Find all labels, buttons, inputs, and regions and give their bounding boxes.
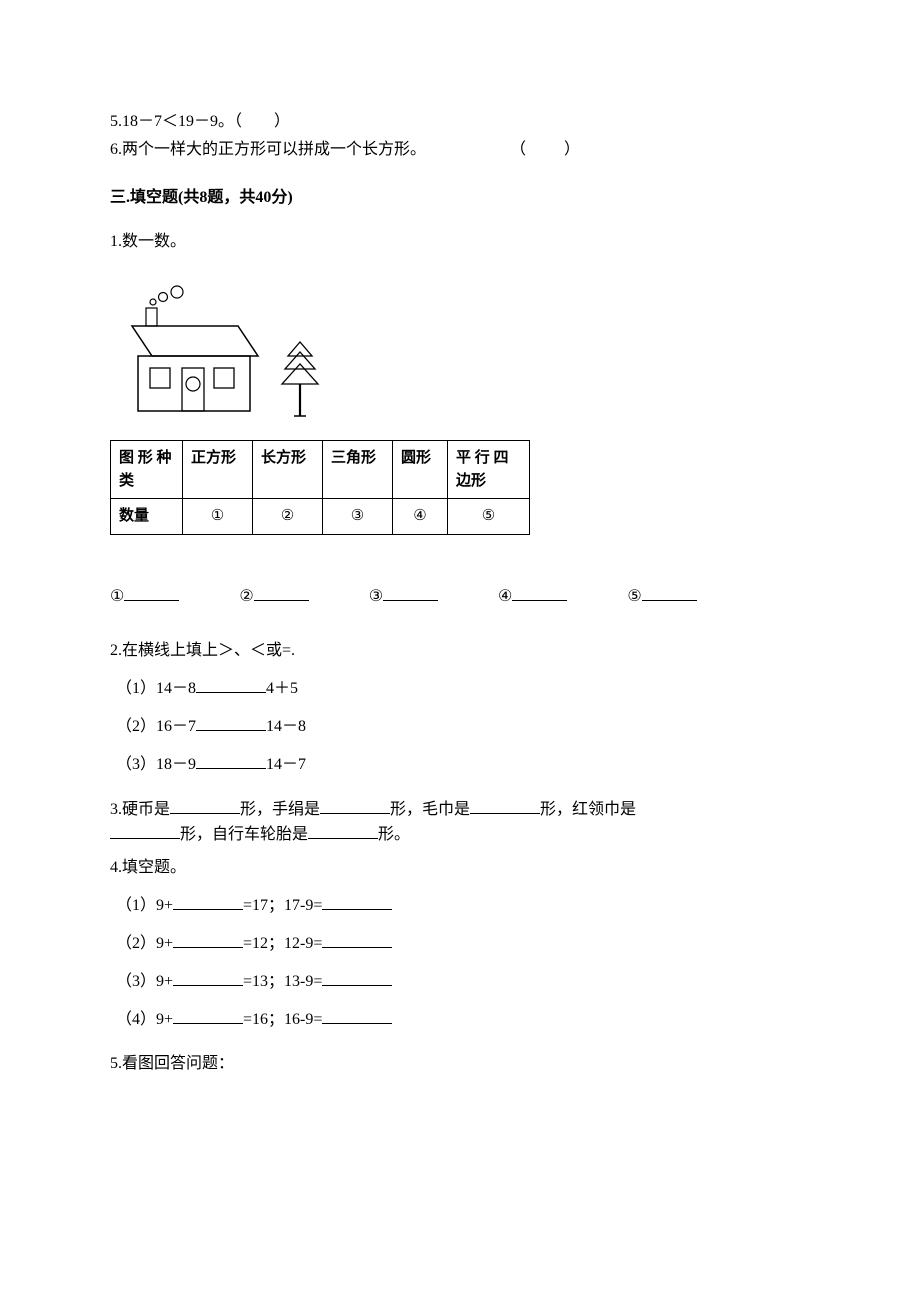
- ans-1: ①: [110, 585, 179, 609]
- blank[interactable]: [320, 798, 390, 814]
- col-square: 正方形: [183, 441, 253, 499]
- judge-q6: 6.两个一样大的正方形可以拼成一个长方形。 （ ）: [110, 138, 810, 162]
- q4-item-3: （3）9+=13；13-9=: [110, 970, 810, 994]
- col-circle: 圆形: [393, 441, 448, 499]
- blank[interactable]: [196, 753, 266, 769]
- judge-q6-text: 6.两个一样大的正方形可以拼成一个长方形。: [110, 138, 510, 162]
- judge-q6-paren: （ ）: [510, 138, 582, 162]
- blank[interactable]: [254, 585, 309, 601]
- q1-picture: [110, 284, 330, 434]
- q1: 1.数一数。: [110, 230, 810, 609]
- blank[interactable]: [173, 970, 243, 986]
- table-row: 图 形 种类 正方形 长方形 三角形 圆形 平 行 四 边形: [111, 441, 530, 499]
- ans-4: ④: [498, 585, 567, 609]
- blank[interactable]: [470, 798, 540, 814]
- cell-4: ④: [393, 499, 448, 535]
- col-rect: 长方形: [253, 441, 323, 499]
- q2-item-1: （1）14－84＋5: [110, 677, 810, 701]
- cell-2: ②: [253, 499, 323, 535]
- q1-table: 图 形 种类 正方形 长方形 三角形 圆形 平 行 四 边形 数量 ① ② ③ …: [110, 440, 530, 535]
- q4-item-1: （1）9+=17；17-9=: [110, 894, 810, 918]
- blank[interactable]: [124, 585, 179, 601]
- q3: 3.硬币是形，手绢是形，毛巾是形，红领巾是 形，自行车轮胎是形。: [110, 797, 810, 848]
- blank[interactable]: [322, 1008, 392, 1024]
- q2-label: 2.在横线上填上＞、＜或=.: [110, 639, 810, 663]
- blank[interactable]: [170, 798, 240, 814]
- cell-1: ①: [183, 499, 253, 535]
- judge-q5-text: 5.18－7＜19－9。（ ）: [110, 113, 290, 130]
- cell-3: ③: [323, 499, 393, 535]
- q4: 4.填空题。 （1）9+=17；17-9= （2）9+=12；12-9= （3）…: [110, 856, 810, 1032]
- blank[interactable]: [512, 585, 567, 601]
- ans-3: ③: [369, 585, 438, 609]
- q2-item-3: （3）18－914－7: [110, 753, 810, 777]
- q5-label: 5.看图回答问题：: [110, 1052, 810, 1076]
- q2: 2.在横线上填上＞、＜或=. （1）14－84＋5 （2）16－714－8 （3…: [110, 639, 810, 777]
- blank[interactable]: [642, 585, 697, 601]
- col-parallel: 平 行 四 边形: [448, 441, 530, 499]
- section3-title: 三.填空题(共8题，共40分): [110, 186, 810, 210]
- q4-item-4: （4）9+=16；16-9=: [110, 1008, 810, 1032]
- blank[interactable]: [173, 1008, 243, 1024]
- blank[interactable]: [322, 970, 392, 986]
- q2-item-2: （2）16－714－8: [110, 715, 810, 739]
- q4-label: 4.填空题。: [110, 856, 810, 880]
- table-head-kind: 图 形 种类: [111, 441, 183, 499]
- blank[interactable]: [173, 932, 243, 948]
- col-triangle: 三角形: [323, 441, 393, 499]
- blank[interactable]: [173, 894, 243, 910]
- judge-q5: 5.18－7＜19－9。（ ）: [110, 110, 810, 134]
- blank[interactable]: [322, 932, 392, 948]
- blank[interactable]: [110, 823, 180, 839]
- blank[interactable]: [383, 585, 438, 601]
- ans-5: ⑤: [627, 585, 696, 609]
- q5: 5.看图回答问题：: [110, 1052, 810, 1076]
- q1-label: 1.数一数。: [110, 230, 810, 254]
- blank[interactable]: [196, 715, 266, 731]
- blank[interactable]: [322, 894, 392, 910]
- q4-item-2: （2）9+=12；12-9=: [110, 932, 810, 956]
- blank[interactable]: [308, 823, 378, 839]
- ans-2: ②: [239, 585, 308, 609]
- blank[interactable]: [196, 677, 266, 693]
- table-row: 数量 ① ② ③ ④ ⑤: [111, 499, 530, 535]
- cell-5: ⑤: [448, 499, 530, 535]
- row-count-label: 数量: [111, 499, 183, 535]
